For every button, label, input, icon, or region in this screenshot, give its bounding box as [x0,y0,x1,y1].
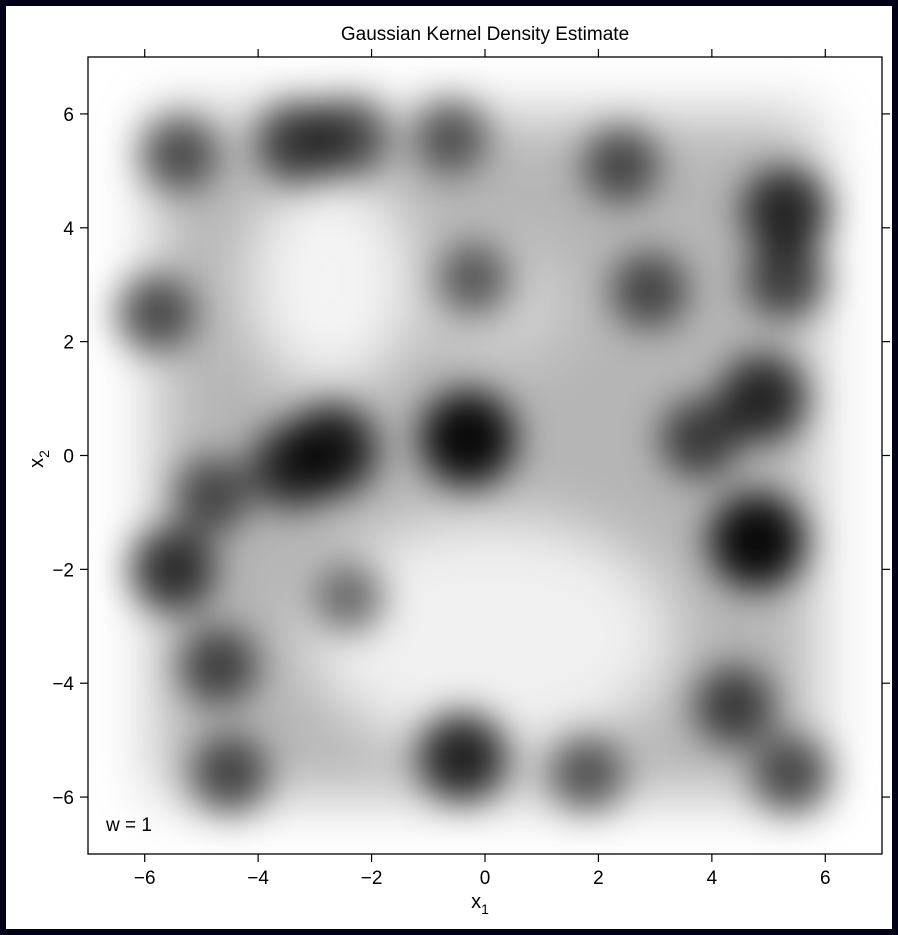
x-tick-label: 2 [593,868,604,889]
y-axis-label: x2 [26,450,52,468]
density-hotspot [745,239,826,319]
y-axis: −6 −4 −2 0 2 4 6 [52,105,890,809]
density-hotspot [583,127,660,204]
density-light-region [306,516,676,756]
x-axis: −6 −4 −2 0 2 4 6 [134,49,831,889]
density-hotspot [117,274,196,353]
density-hotspot [140,115,217,192]
density-hotspot [313,562,385,634]
density-hotspot [742,167,830,255]
density-light-region [246,171,416,391]
density-hotspot [174,457,251,534]
bandwidth-annotation: w = 1 [105,815,152,836]
density-hotspot [709,492,806,589]
density-hotspot [413,99,489,174]
density-hotspot [660,398,741,479]
chart-title: Gaussian Kernel Density Estimate [341,24,629,45]
kde-chart: −6 −4 −2 0 2 4 6 −6 −4 −2 0 2 4 6 Gaussian Kernel De… [26,24,890,917]
x-tick-label: 6 [820,868,831,889]
density-hotspot [190,735,269,814]
y-tick-label: 2 [63,333,74,354]
x-tick-label: −4 [247,868,269,889]
density-layer [117,97,831,814]
y-tick-label: 6 [63,105,74,126]
density-hotspot [179,627,258,706]
chart-panel: −6 −4 −2 0 2 4 6 −6 −4 −2 0 2 4 6 Gaussian Kernel De… [6,6,892,929]
x-tick-label: 0 [480,868,491,889]
density-hotspot [752,735,831,814]
y-tick-label: 0 [63,447,74,468]
density-hotspot [130,526,216,612]
density-hotspots [117,97,831,814]
y-tick-label: −4 [52,674,74,695]
y-tick-label: −6 [52,788,74,809]
density-hotspot [419,390,516,487]
y-tick-label: 4 [63,219,74,240]
density-hotspot [549,737,625,812]
density-hotspot [694,666,775,746]
density-hotspot [719,355,807,443]
x-axis-label: x1 [471,891,489,917]
x-tick-label: −6 [134,868,156,889]
density-hotspot [611,252,688,329]
density-hotspot [309,97,388,176]
density-hotspot [437,242,510,316]
density-hotspot [417,712,507,802]
x-tick-label: −2 [361,868,383,889]
x-tick-label: 4 [707,868,718,889]
density-hotspot [249,424,335,510]
y-tick-label: −2 [52,560,74,581]
